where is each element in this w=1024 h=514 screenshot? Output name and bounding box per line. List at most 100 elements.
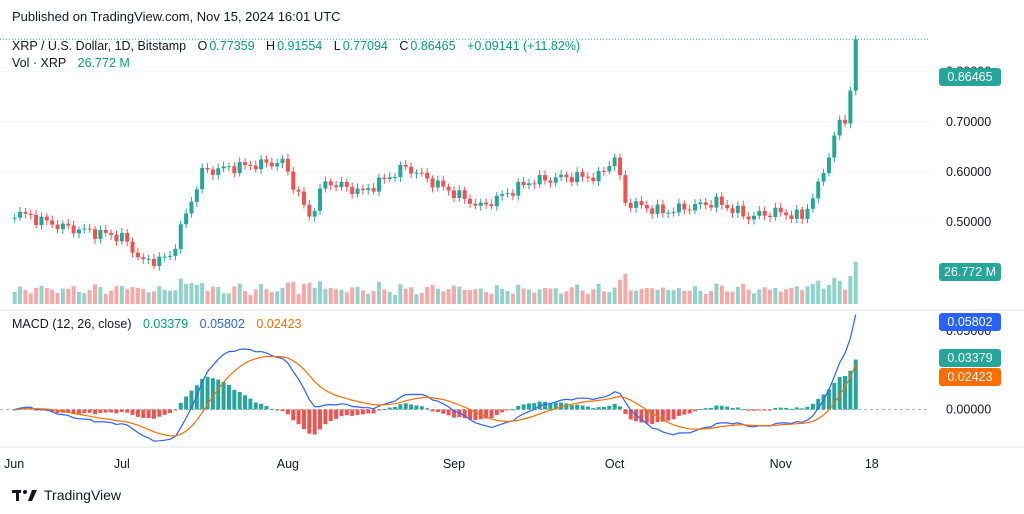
candle-body <box>430 178 435 188</box>
candle-body <box>194 189 199 202</box>
hist-tag: 0.03379 <box>939 349 1001 367</box>
volume-bar <box>114 286 119 304</box>
volume-bar <box>618 279 623 304</box>
time-axis: Jun Jul Aug Sep Oct Nov 18 <box>4 457 879 471</box>
volume-bar <box>682 290 687 304</box>
macd-hist-bar <box>778 407 783 410</box>
volume-bar <box>371 291 376 304</box>
candle-body <box>666 212 671 214</box>
macd-hist-bar <box>382 408 387 410</box>
macd-hist-bar <box>425 408 430 410</box>
macd-hist-bar <box>66 409 71 413</box>
tradingview-brand[interactable]: TradingView <box>12 487 121 503</box>
macd-hist-bar <box>371 409 376 414</box>
macd-hist-bar <box>564 403 569 410</box>
chart-area[interactable]: 0.900000.800000.700000.600000.500000.050… <box>0 30 1024 485</box>
candle-body <box>371 188 376 192</box>
volume-bar <box>639 288 644 304</box>
volume-bar <box>693 286 698 304</box>
macd-hist-bar <box>671 409 676 420</box>
macd-hist-bar <box>693 409 698 412</box>
macd-hist-bar <box>805 406 810 410</box>
candle-body <box>280 158 285 164</box>
candle-body <box>516 181 521 196</box>
macd-hist-bar <box>328 409 333 421</box>
low-value: 0.77094 <box>342 39 388 53</box>
volume-bar <box>816 280 821 304</box>
macd-tag: 0.05802 <box>939 313 1001 331</box>
volume-bar <box>735 286 740 304</box>
candle-body <box>794 209 799 219</box>
volume-bar <box>805 286 810 304</box>
macd-hist-bar <box>355 409 360 415</box>
volume-bar <box>591 289 596 304</box>
macd-hist-bar <box>591 408 596 410</box>
published-caption: Published on TradingView.com, Nov 15, 20… <box>12 9 341 24</box>
macd-hist-bar <box>526 403 531 410</box>
ohlc-legend: XRP / U.S. Dollar, 1D, Bitstamp O 0.77359… <box>12 39 582 53</box>
macd-hist-bar <box>259 403 264 410</box>
macd-hist-bar <box>226 384 231 410</box>
macd-hist-bar <box>323 409 328 425</box>
macd-hist-bar <box>109 409 114 413</box>
macd-hist-bar <box>334 409 339 419</box>
macd-hist-bar <box>768 409 773 411</box>
candle-body <box>532 183 537 185</box>
candle-body <box>676 203 681 213</box>
volume-bar <box>275 291 280 304</box>
candle-body <box>259 159 264 170</box>
macd-hist-bar <box>821 394 826 410</box>
volume-bar <box>784 289 789 304</box>
candle-body <box>848 90 853 124</box>
volume-bar <box>200 282 205 304</box>
candle-body <box>714 196 719 208</box>
candle-body <box>334 185 339 188</box>
candle-body <box>682 203 687 210</box>
candle-body <box>698 202 703 205</box>
macd-hist-bar <box>446 409 451 416</box>
volume-bar <box>301 283 306 304</box>
volume-bar <box>34 287 39 304</box>
macd-hist-bar <box>307 409 312 434</box>
candle-body <box>76 229 81 234</box>
time-axis-label: Sep <box>443 457 465 471</box>
candle-body <box>409 166 414 174</box>
macd-hist-bar <box>800 408 805 410</box>
volume-bar <box>800 290 805 304</box>
volume-bar <box>44 287 49 304</box>
macd-hist-bar <box>135 409 140 417</box>
candle-body <box>403 164 408 167</box>
candle-body <box>301 191 306 205</box>
macd-hist-bar <box>98 409 103 413</box>
volume-bar <box>162 290 167 304</box>
candle-body <box>253 165 258 170</box>
volume-bar <box>259 284 264 304</box>
volume-bar <box>109 290 114 304</box>
candle-body <box>50 220 55 225</box>
volume-bar <box>328 288 333 304</box>
volume-bar <box>130 287 135 304</box>
candle-body <box>98 230 103 239</box>
volume-bar <box>698 290 703 304</box>
candle-body <box>639 201 644 206</box>
macd-hist-bar <box>837 377 842 410</box>
candle-body <box>462 190 467 199</box>
macd-hist-bar <box>151 409 156 419</box>
macd-hist-bar <box>451 409 456 418</box>
macd-label: MACD (12, 26, close) <box>12 317 132 331</box>
macd-axis-label: 0.00000 <box>946 403 991 417</box>
candle-body <box>226 166 231 168</box>
macd-line-value: 0.05802 <box>199 317 245 331</box>
candle-body <box>162 256 167 258</box>
candle-body <box>34 214 39 225</box>
macd-hist-bar <box>280 409 285 412</box>
macd-hist-bar <box>543 401 548 410</box>
candle-body <box>376 177 381 192</box>
macd-hist-bar <box>826 389 831 410</box>
candle-body <box>778 207 783 213</box>
macd-hist-bar <box>393 406 398 410</box>
candle-body <box>200 168 205 190</box>
volume-bar <box>409 287 414 304</box>
candle-body <box>746 216 751 220</box>
macd-hist-bar <box>82 409 87 414</box>
